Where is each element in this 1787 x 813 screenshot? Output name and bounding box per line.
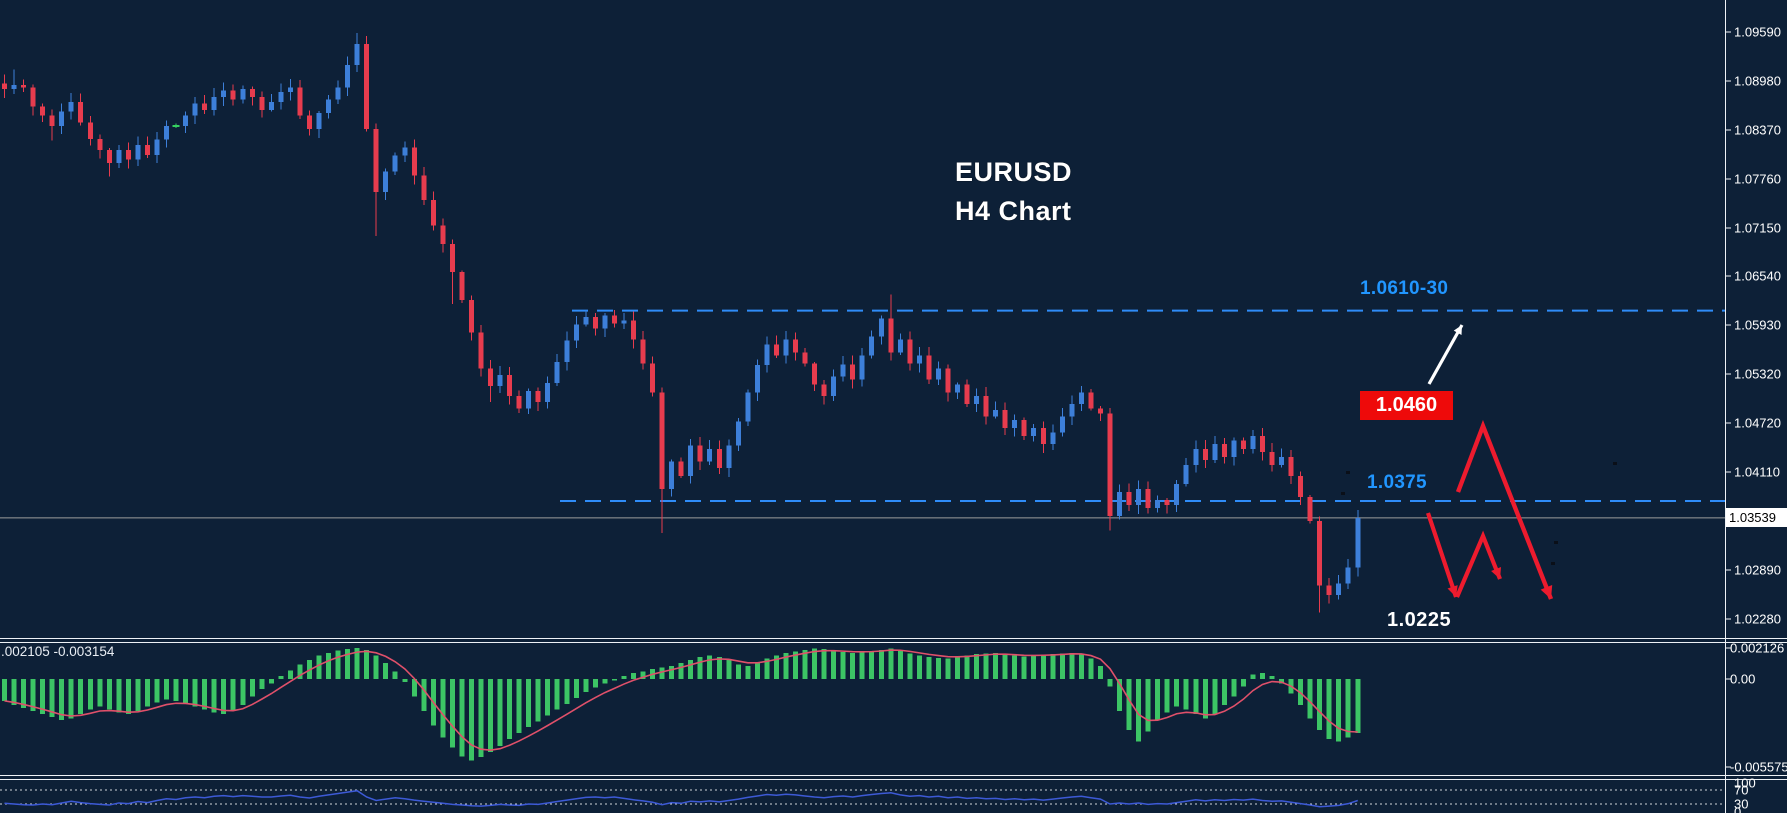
price-axis-label: 1.06540 (1734, 268, 1781, 284)
rsi-axis-label: 100 (1734, 775, 1756, 791)
price-axis-label: 1.08370 (1734, 122, 1781, 138)
white-up-arrow[interactable] (1427, 324, 1464, 385)
macd-signal-line (4, 649, 1358, 751)
price-axis-label: 1.05320 (1734, 366, 1781, 382)
rsi-axis-label: 30 (1734, 796, 1749, 812)
red-projection-arrow-1[interactable] (1455, 419, 1554, 600)
price-axis-label: 1.02890 (1734, 562, 1781, 578)
support-level-label[interactable]: 1.0375 (1367, 472, 1427, 493)
panel-resize-divider-oscillator[interactable] (0, 773, 1787, 779)
entry-price-badge[interactable]: 1.0460 (1360, 391, 1453, 420)
panel-resize-divider-indicator[interactable] (0, 636, 1787, 642)
price-axis-label: 1.08980 (1734, 73, 1781, 89)
rsi-line (4, 789, 1358, 808)
rsi-axis-label: 0 (1734, 804, 1742, 813)
symbol-title: EURUSD (955, 157, 1073, 187)
current-price-box: 1.03539 (1726, 508, 1787, 528)
level-lines[interactable] (0, 309, 1725, 519)
chart-title[interactable]: EURUSD H4 Chart (955, 153, 1072, 231)
red-projection-arrow-2[interactable] (1426, 512, 1458, 598)
price-axis-label: 1.05930 (1734, 317, 1781, 333)
indicator-values-label: .002105 -0.003154 (1, 644, 115, 659)
price-axis-label: 1.07150 (1734, 220, 1781, 236)
macd-axis-label: 0.00 (1730, 671, 1756, 687)
current-price-value: 1.03539 (1729, 510, 1776, 526)
timeframe-title: H4 Chart (955, 196, 1072, 226)
target-level-label[interactable]: 1.0225 (1387, 609, 1452, 631)
chart-specks (1341, 462, 1617, 565)
price-axis-label: 1.02280 (1734, 611, 1781, 627)
price-axis-label: 1.04110 (1734, 464, 1781, 480)
red-projection-arrow-3[interactable] (1455, 530, 1502, 598)
rsi-panel (0, 789, 1725, 808)
resistance-level-label[interactable]: 1.0610-30 (1360, 278, 1449, 299)
macd-axis-label: 0.002126 (1730, 640, 1785, 656)
macd-axis-label: -0.005575 (1730, 759, 1787, 775)
candles-layer (2, 32, 1361, 613)
price-axis-label: 1.04720 (1734, 415, 1781, 431)
macd-histogram (2, 647, 1361, 761)
price-axis-label: 1.07760 (1734, 171, 1781, 187)
rsi-axis-label: 70 (1734, 782, 1749, 798)
price-axis-label: 1.09590 (1734, 24, 1781, 40)
